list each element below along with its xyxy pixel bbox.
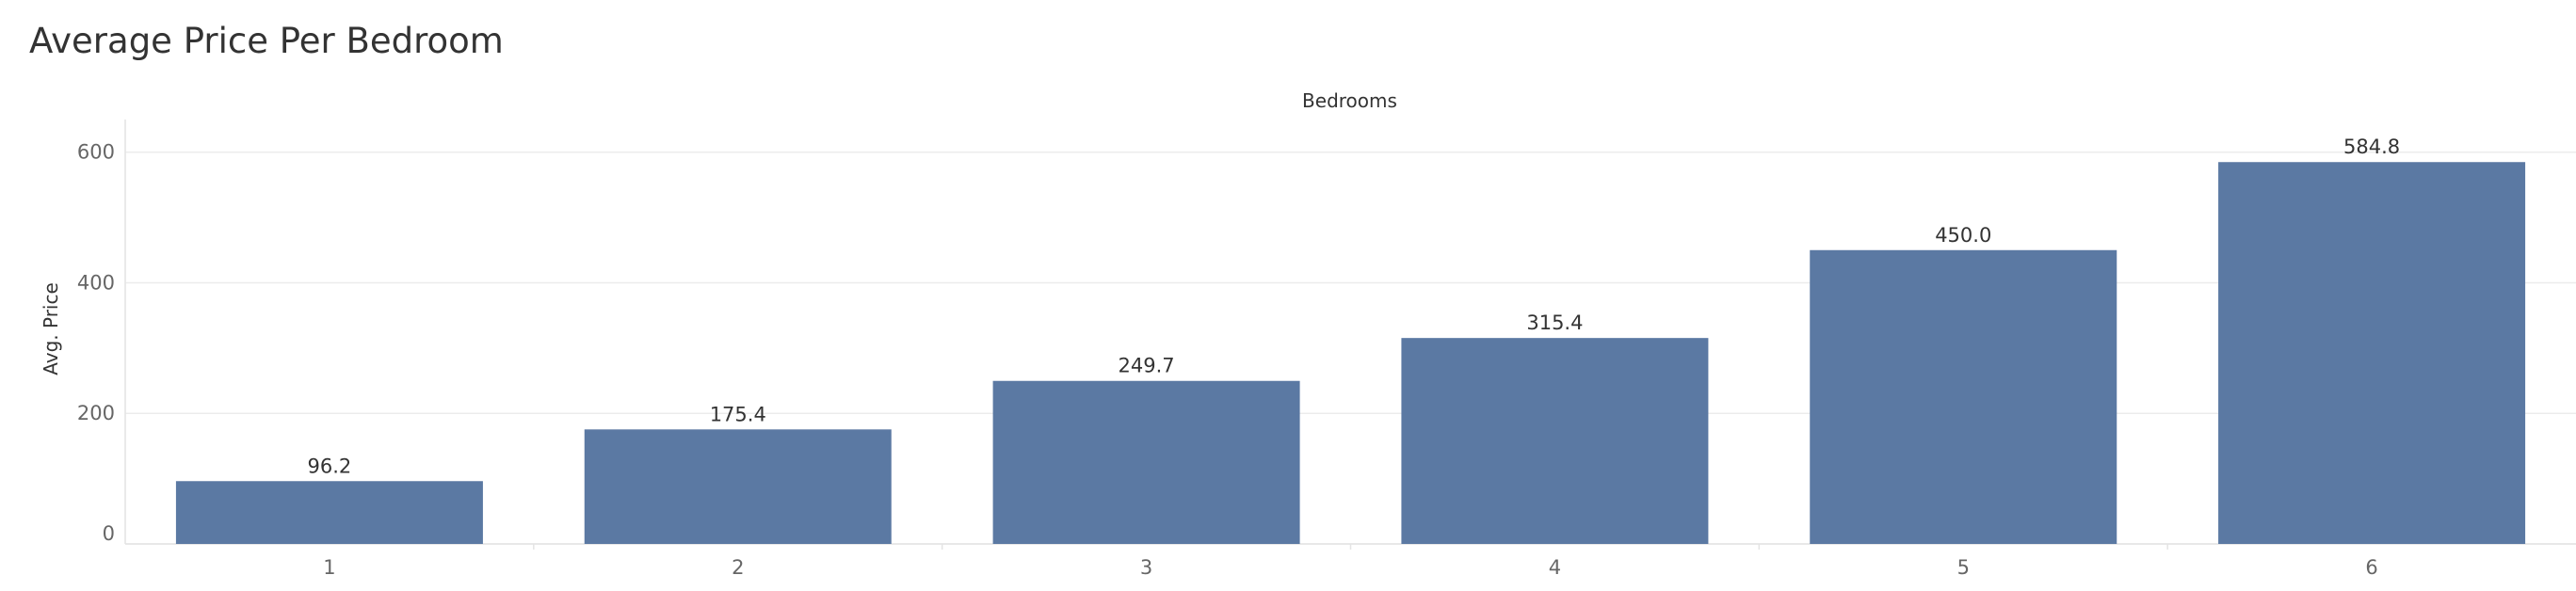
bar-value-label: 96.2 — [308, 455, 352, 477]
x-tick-label: 1 — [323, 556, 335, 579]
x-tick-label: 4 — [1549, 556, 1561, 579]
bar-value-label: 249.7 — [1119, 355, 1175, 377]
bar-bedrooms-4[interactable] — [1401, 338, 1709, 544]
bar-value-label: 175.4 — [710, 403, 766, 425]
axes: 0 200 400 600 1 2 3 4 5 6 — [77, 120, 2576, 579]
bar-value-label: 450.0 — [1935, 224, 1991, 247]
bar-bedrooms-2[interactable] — [584, 429, 892, 544]
bar-bedrooms-5[interactable] — [1810, 249, 2117, 544]
y-tick-label: 400 — [77, 271, 115, 294]
bars — [175, 162, 2526, 544]
x-axis-title: Bedrooms — [1302, 89, 1397, 112]
y-axis-title: Avg. Price — [40, 282, 62, 375]
chart-title: Average Price Per Bedroom — [29, 21, 504, 61]
data-labels: 96.2 175.4 249.7 315.4 450.0 584.8 — [308, 136, 2401, 477]
gridlines — [125, 151, 2576, 545]
y-tick-label: 0 — [103, 522, 115, 545]
x-tick-label: 2 — [732, 556, 744, 579]
y-tick-label: 600 — [77, 141, 115, 164]
bar-value-label: 315.4 — [1526, 311, 1583, 334]
bar-bedrooms-6[interactable] — [2218, 162, 2526, 544]
y-tick-label: 200 — [77, 402, 115, 424]
x-tick-label: 5 — [1957, 556, 1970, 579]
x-tick-label: 3 — [1140, 556, 1152, 579]
bar-bedrooms-1[interactable] — [175, 481, 483, 544]
bar-bedrooms-3[interactable] — [992, 380, 1300, 544]
x-tick-label: 6 — [2365, 556, 2377, 579]
bar-value-label: 584.8 — [2343, 136, 2400, 158]
